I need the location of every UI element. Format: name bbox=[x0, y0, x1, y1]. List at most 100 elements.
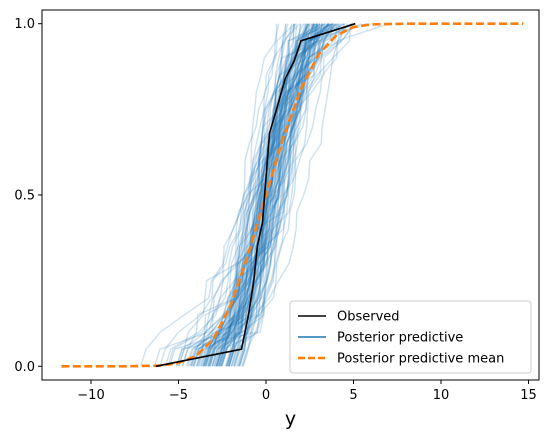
posterior-draw-line bbox=[164, 23, 302, 367]
posterior-draw-line bbox=[230, 23, 318, 367]
y-tick-label: 1.0 bbox=[14, 17, 35, 32]
x-axis: −10 −5 0 5 10 15 bbox=[77, 380, 537, 403]
posterior-draw-line bbox=[153, 23, 330, 367]
posterior-draw-line bbox=[186, 23, 316, 367]
posterior-draw-line bbox=[237, 23, 319, 367]
posterior-draw-line bbox=[197, 23, 323, 367]
posterior-draw-line bbox=[233, 23, 308, 367]
posterior-draw-line bbox=[200, 23, 316, 367]
posterior-draw-line bbox=[228, 23, 342, 367]
posterior-draw-line bbox=[226, 23, 316, 367]
posterior-draw-line bbox=[203, 23, 315, 367]
x-tick-label: −5 bbox=[169, 388, 188, 403]
posterior-draw-line bbox=[206, 23, 340, 367]
y-axis: 0.0 0.5 1.0 bbox=[14, 17, 42, 375]
posterior-draw-line bbox=[236, 23, 307, 367]
posterior-draw-line bbox=[241, 23, 333, 367]
posterior-draw-line bbox=[215, 23, 353, 367]
posterior-draw-line bbox=[218, 23, 329, 367]
posterior-draw-line bbox=[233, 23, 310, 367]
posterior-draw-line bbox=[238, 23, 332, 367]
posterior-draw-line bbox=[213, 23, 321, 367]
posterior-draw-line bbox=[201, 23, 353, 367]
posterior-draw-line bbox=[226, 23, 324, 367]
posterior-draw-line bbox=[216, 23, 362, 367]
posterior-draw-line bbox=[178, 23, 339, 367]
posterior-draw-line bbox=[203, 23, 298, 367]
posterior-draw-line bbox=[226, 23, 324, 367]
posterior-draw-line bbox=[207, 23, 312, 367]
legend-label-observed: Observed bbox=[337, 310, 400, 325]
posterior-mean-line bbox=[61, 22, 524, 368]
posterior-draw-line bbox=[189, 23, 295, 367]
posterior-draw-line bbox=[185, 23, 349, 367]
posterior-mean-layer bbox=[61, 22, 524, 368]
posterior-draw-line bbox=[202, 23, 354, 367]
posterior-draw-line bbox=[220, 23, 278, 367]
legend: Observed Posterior predictive Posterior … bbox=[289, 300, 532, 374]
x-tick-label: 0 bbox=[262, 388, 270, 403]
posterior-draw-line bbox=[199, 23, 295, 367]
posterior-draw-line bbox=[241, 23, 334, 367]
posterior-draw-line bbox=[215, 23, 318, 367]
posterior-draw-line bbox=[224, 23, 318, 367]
x-tick-label: 10 bbox=[433, 388, 450, 403]
posterior-draw-line bbox=[233, 23, 307, 367]
posterior-draw-line bbox=[217, 23, 333, 367]
posterior-draw-line bbox=[205, 23, 311, 367]
posterior-draw-line bbox=[211, 23, 389, 367]
posterior-draw-line bbox=[177, 23, 287, 367]
posterior-draw-line bbox=[188, 23, 346, 367]
posterior-draw-line bbox=[159, 23, 330, 367]
x-tick-label: −10 bbox=[77, 388, 104, 403]
posterior-draw-line bbox=[228, 23, 326, 367]
posterior-draw-line bbox=[214, 23, 330, 367]
posterior-draw-line bbox=[220, 23, 309, 367]
posterior-draw-line bbox=[209, 23, 313, 367]
posterior-draw-line bbox=[239, 23, 315, 367]
posterior-draw-line bbox=[216, 23, 338, 367]
posterior-draw-line bbox=[204, 23, 347, 367]
legend-label-posterior-predictive-mean: Posterior predictive mean bbox=[337, 352, 504, 367]
posterior-draw-line bbox=[202, 23, 352, 367]
posterior-draw-line bbox=[219, 23, 330, 367]
posterior-draw-line bbox=[208, 23, 287, 367]
posterior-draw-line bbox=[209, 23, 334, 367]
posterior-draw-line bbox=[192, 23, 310, 367]
posterior-draw-line bbox=[192, 23, 296, 367]
posterior-draw-line bbox=[227, 23, 289, 367]
posterior-draw-line bbox=[238, 23, 321, 367]
posterior-draw-line bbox=[181, 23, 338, 367]
posterior-draw-line bbox=[230, 23, 337, 367]
posterior-draw-line bbox=[204, 23, 355, 367]
posterior-draw-line bbox=[195, 23, 331, 367]
posterior-draw-line bbox=[215, 23, 315, 367]
observed-line bbox=[155, 22, 356, 368]
posterior-draw-line bbox=[218, 23, 333, 367]
posterior-draw-line bbox=[202, 23, 309, 367]
posterior-draw-line bbox=[207, 23, 319, 367]
posterior-draw-line bbox=[228, 23, 324, 367]
posterior-draw-line bbox=[167, 23, 336, 367]
posterior-draw-line bbox=[198, 23, 327, 367]
posterior-draw-line bbox=[212, 23, 306, 367]
posterior-draw-line bbox=[196, 23, 318, 367]
posterior-draw-line bbox=[221, 23, 293, 367]
observed-layer bbox=[155, 22, 356, 368]
posterior-draw-line bbox=[219, 23, 301, 367]
legend-label-posterior-predictive: Posterior predictive bbox=[337, 331, 463, 346]
posterior-draw-line bbox=[140, 23, 335, 367]
posterior-draw-line bbox=[221, 23, 331, 367]
y-tick-label: 0.0 bbox=[14, 360, 35, 375]
posterior-draw-line bbox=[225, 23, 330, 367]
posterior-draw-line bbox=[196, 23, 325, 367]
posterior-draw-line bbox=[176, 23, 368, 367]
posterior-draw-line bbox=[181, 23, 345, 367]
posterior-draw-line bbox=[227, 23, 313, 367]
x-axis-label: y bbox=[285, 408, 296, 430]
x-tick-label: 15 bbox=[520, 388, 537, 403]
posterior-draw-line bbox=[175, 23, 336, 367]
posterior-draw-line bbox=[203, 23, 355, 367]
posterior-draw-line bbox=[238, 23, 357, 367]
